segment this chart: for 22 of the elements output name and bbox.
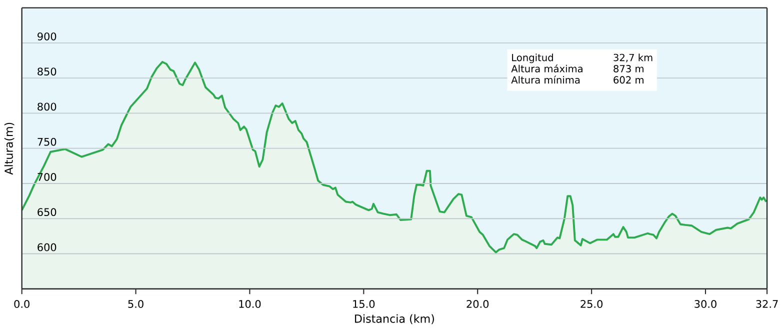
x-tick-label: 5.0 bbox=[128, 300, 144, 308]
y-tick-label: 850 bbox=[38, 68, 56, 76]
x-tick-label: 10.0 bbox=[239, 300, 261, 308]
y-axis-title: Altura(m) bbox=[4, 122, 14, 175]
annotation: 32,7 km bbox=[614, 54, 652, 62]
annotation: Longitud bbox=[512, 54, 553, 64]
y-tick-label: 650 bbox=[38, 208, 56, 216]
x-tick-label: 20.0 bbox=[466, 300, 489, 308]
x-axis-title: Distancia (km) bbox=[355, 314, 434, 324]
x-tick-label: 25.0 bbox=[580, 300, 602, 308]
y-tick-label: 750 bbox=[38, 138, 56, 146]
annotation: 602 m bbox=[614, 76, 644, 84]
y-tick-label: 600 bbox=[38, 243, 56, 252]
x-tick-label: 32.7 bbox=[756, 300, 778, 308]
x-tick-label: 0.0 bbox=[14, 300, 30, 308]
annotation: 873 m bbox=[614, 65, 644, 72]
x-tick-label: 15.0 bbox=[353, 300, 375, 308]
x-tick-label: 30.0 bbox=[694, 300, 716, 308]
annotation: Altura mínima bbox=[511, 76, 580, 84]
y-tick-label: 800 bbox=[38, 102, 56, 111]
y-tick-label: 900 bbox=[38, 32, 56, 40]
annotation: Altura máxima bbox=[511, 64, 582, 72]
